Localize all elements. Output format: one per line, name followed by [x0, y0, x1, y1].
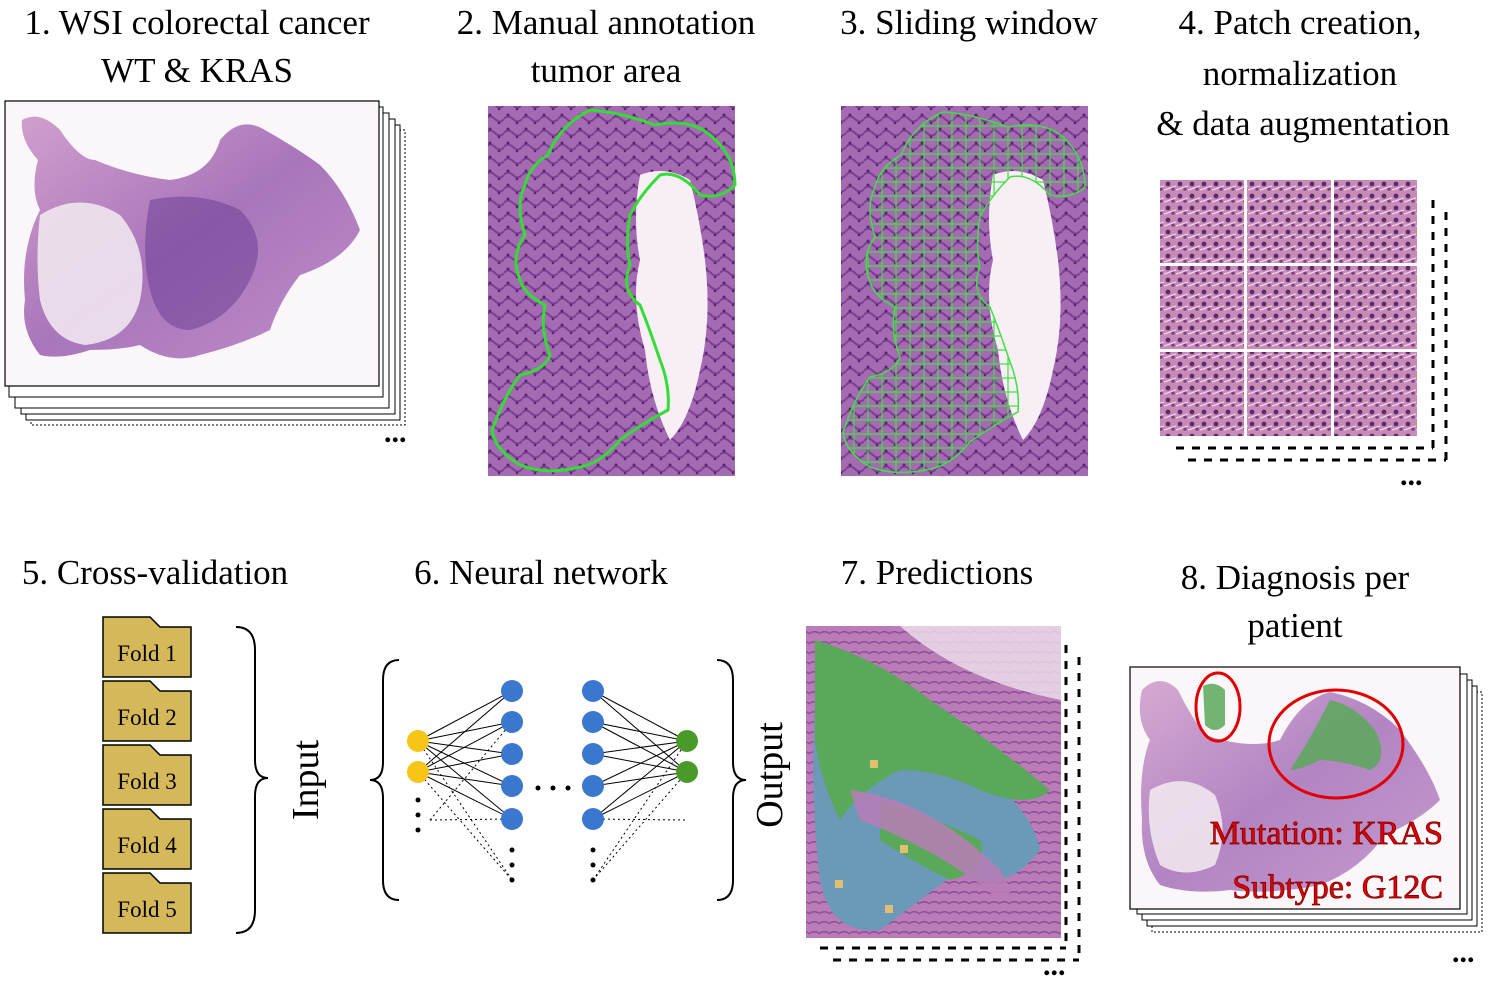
- step4-title-line1: 4. Patch creation,: [1179, 3, 1422, 42]
- fold-list: Fold 1 Fold 2 Fold 3 Fold 4 Fold 5: [102, 616, 192, 934]
- wsi-pale-region: [37, 202, 143, 345]
- input-ellipsis-dot: [415, 812, 421, 818]
- input-node-2: [407, 761, 429, 783]
- hidden1-node-2: [501, 711, 523, 733]
- stack-more-ellipsis: ...: [384, 416, 407, 449]
- folder-icon: [102, 616, 192, 678]
- lumen-region: [636, 171, 708, 440]
- input-label: Input: [285, 739, 327, 820]
- network-right-brace: [716, 659, 747, 901]
- neural-network: [369, 659, 747, 901]
- hidden1-ellipsis-dot: [509, 862, 515, 868]
- hidden2-ellipsis-dot: [590, 877, 596, 883]
- hidden1-ellipsis-dot: [509, 877, 515, 883]
- hidden2-node-1: [582, 680, 604, 702]
- hidden2-node-4: [582, 775, 604, 797]
- prediction-more-ellipsis: ...: [1043, 949, 1066, 981]
- annotated-tissue-image: [488, 106, 737, 476]
- fold-3-label: Fold 3: [117, 769, 176, 794]
- fold-5-label: Fold 5: [117, 897, 176, 922]
- prediction-pink-streak: [850, 790, 1010, 900]
- hidden2-ellipsis-dot: [590, 862, 596, 868]
- diag-green-spots-1: [1203, 683, 1225, 730]
- step2-title-line1: 2. Manual annotation: [457, 3, 755, 42]
- step7-title: 7. Predictions: [841, 553, 1033, 592]
- patch-1: [1160, 180, 1244, 263]
- network-edges: [417, 690, 688, 820]
- hidden1-node-3: [501, 743, 523, 765]
- step3-title: 3. Sliding window: [840, 3, 1098, 42]
- patch-8: [1247, 352, 1331, 436]
- layer-ellipsis-dot: [550, 785, 556, 791]
- hidden1-node-1: [501, 680, 523, 702]
- hidden1-node-4: [501, 775, 523, 797]
- highlight-circle-small: [1194, 671, 1242, 743]
- highlight-circle-large: [1267, 688, 1405, 800]
- fold-4-label: Fold 4: [117, 833, 177, 858]
- step1-title-line2: WT & KRAS: [101, 51, 293, 90]
- patch-grid: ...: [1160, 180, 1448, 492]
- fold-5: Fold 5: [102, 872, 192, 934]
- patch-7: [1160, 352, 1244, 436]
- patch-4: [1160, 266, 1244, 349]
- fold-1: Fold 1: [102, 616, 192, 678]
- hidden2-ellipsis-dot: [590, 847, 596, 853]
- patch-3: [1334, 180, 1417, 263]
- input-node-1: [407, 730, 429, 752]
- subtype-result: Subtype: G12C: [1232, 869, 1443, 906]
- wsi-slide-stack: ...: [4, 100, 407, 449]
- prediction-map: ...: [806, 626, 1081, 981]
- hidden2-node-5: [582, 808, 604, 830]
- prediction-green-region: [815, 640, 1050, 820]
- mutation-result: Mutation: KRAS: [1210, 815, 1443, 852]
- hidden1-node-5: [501, 808, 523, 830]
- diagnosis-slide-stack: Mutation: KRAS Subtype: G12C ...: [1129, 666, 1483, 969]
- fold-1-label: Fold 1: [117, 641, 176, 666]
- step2-title-line2: tumor area: [531, 51, 682, 90]
- folder-icon: [102, 744, 192, 806]
- step4-title-line2: normalization: [1203, 54, 1397, 93]
- input-ellipsis-dot: [415, 797, 421, 803]
- wsi-dark-tumor: [145, 196, 258, 330]
- diag-pale-region: [1148, 781, 1223, 873]
- fold-3: Fold 3: [102, 744, 192, 806]
- patch-9: [1334, 352, 1417, 436]
- folder-icon: [102, 808, 192, 870]
- hidden2-node-2: [582, 711, 604, 733]
- folder-icon: [102, 872, 192, 934]
- diagnosis-more-ellipsis: ...: [1452, 936, 1475, 969]
- input-ellipsis-dot: [415, 827, 421, 833]
- sliding-window-grid: [842, 111, 1086, 474]
- patch-more-ellipsis: ...: [1400, 459, 1423, 492]
- patch-6: [1334, 266, 1417, 349]
- step4-title-line3: & data augmentation: [1156, 104, 1450, 143]
- network-left-brace: [369, 659, 400, 901]
- patch-2: [1247, 180, 1331, 263]
- fold-2-label: Fold 2: [117, 705, 176, 730]
- output-node-1: [676, 730, 698, 752]
- hidden1-ellipsis-dot: [509, 847, 515, 853]
- output-node-2: [676, 761, 698, 783]
- fold-2: Fold 2: [102, 680, 192, 742]
- step8-title-line2: patient: [1247, 606, 1343, 645]
- step1-title-line1: 1. WSI colorectal cancer: [24, 3, 370, 42]
- hidden2-node-3: [582, 743, 604, 765]
- fold-4: Fold 4: [102, 808, 192, 870]
- step6-title: 6. Neural network: [414, 553, 668, 592]
- patch-5: [1247, 266, 1331, 349]
- prediction-white-band: [900, 626, 1061, 700]
- network-dotted-edges: [417, 721, 688, 881]
- step5-title: 5. Cross-validation: [22, 553, 288, 592]
- folds-brace: [235, 626, 269, 934]
- layer-ellipsis-dot: [565, 785, 571, 791]
- diag-green-spots-2: [1290, 700, 1382, 770]
- sliding-window-image: [841, 106, 1088, 476]
- folder-icon: [102, 680, 192, 742]
- layer-ellipsis-dot: [535, 785, 541, 791]
- output-label: Output: [749, 722, 791, 828]
- step8-title-line1: 8. Diagnosis per: [1181, 558, 1410, 597]
- tumor-annotation-outline: [490, 108, 737, 473]
